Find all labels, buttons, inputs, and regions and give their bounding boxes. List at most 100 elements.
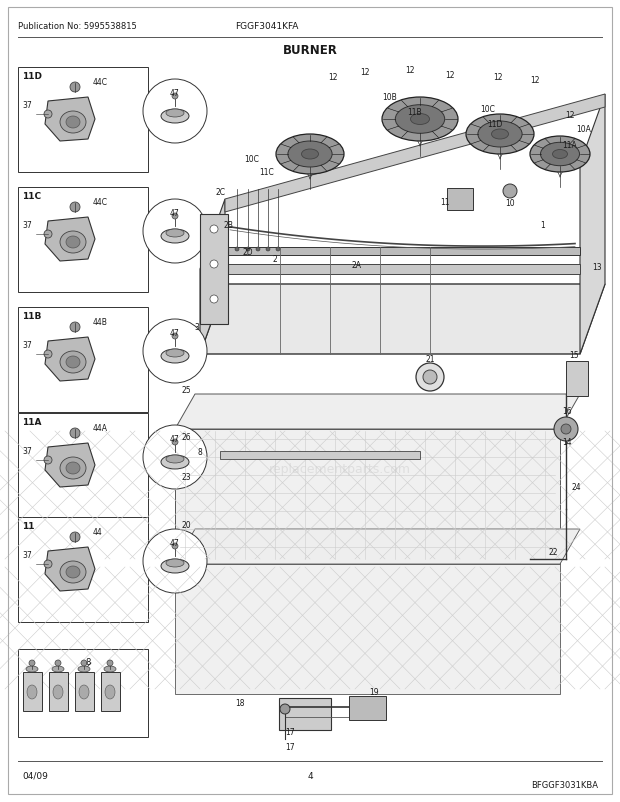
Text: 37: 37 <box>22 101 32 111</box>
Ellipse shape <box>166 559 184 567</box>
Circle shape <box>246 248 250 252</box>
Text: 11A: 11A <box>562 141 577 150</box>
Polygon shape <box>225 95 605 213</box>
Circle shape <box>70 533 80 542</box>
Ellipse shape <box>161 350 189 363</box>
Text: 24: 24 <box>572 482 582 492</box>
Circle shape <box>276 248 280 252</box>
Text: 20: 20 <box>181 520 191 529</box>
Text: 17: 17 <box>285 742 295 751</box>
Circle shape <box>70 322 80 333</box>
Ellipse shape <box>66 357 80 369</box>
Circle shape <box>55 660 61 666</box>
Text: 12: 12 <box>328 73 338 82</box>
Ellipse shape <box>166 456 184 464</box>
Text: 04/09: 04/09 <box>22 771 48 780</box>
Ellipse shape <box>410 115 430 125</box>
Ellipse shape <box>466 115 534 155</box>
Text: 12: 12 <box>565 111 575 119</box>
FancyBboxPatch shape <box>175 565 560 695</box>
Circle shape <box>44 231 52 239</box>
Circle shape <box>143 320 207 383</box>
Text: 10C: 10C <box>480 105 495 114</box>
Text: 37: 37 <box>22 341 32 350</box>
Text: 11A: 11A <box>22 418 42 427</box>
FancyBboxPatch shape <box>566 362 588 396</box>
Text: 11C: 11C <box>22 192 41 200</box>
Text: 17: 17 <box>285 727 295 736</box>
Text: 18: 18 <box>235 698 245 707</box>
Text: 11D: 11D <box>487 119 503 129</box>
Text: 4: 4 <box>307 771 313 780</box>
Polygon shape <box>45 338 95 382</box>
Text: 44B: 44B <box>93 318 108 326</box>
Text: 44: 44 <box>93 528 103 537</box>
FancyBboxPatch shape <box>18 414 148 518</box>
Ellipse shape <box>382 98 458 142</box>
Ellipse shape <box>66 463 80 475</box>
Ellipse shape <box>60 351 86 374</box>
Polygon shape <box>45 98 95 142</box>
Ellipse shape <box>276 135 344 175</box>
Ellipse shape <box>396 106 445 134</box>
Ellipse shape <box>60 232 86 253</box>
Text: 23: 23 <box>181 472 191 481</box>
Ellipse shape <box>53 685 63 699</box>
Circle shape <box>172 439 178 445</box>
Ellipse shape <box>552 150 567 160</box>
Text: BURNER: BURNER <box>283 44 337 57</box>
Ellipse shape <box>27 685 37 699</box>
Text: 11: 11 <box>22 521 35 530</box>
Ellipse shape <box>492 130 508 140</box>
Text: 11D: 11D <box>22 72 42 81</box>
Text: 47: 47 <box>170 435 180 444</box>
Ellipse shape <box>60 561 86 583</box>
Circle shape <box>235 248 239 252</box>
Circle shape <box>44 561 52 569</box>
Circle shape <box>143 80 207 144</box>
FancyBboxPatch shape <box>279 698 331 730</box>
Text: 11B: 11B <box>408 107 422 117</box>
Polygon shape <box>200 200 225 354</box>
Text: 2D: 2D <box>242 248 254 257</box>
FancyBboxPatch shape <box>74 671 94 711</box>
FancyBboxPatch shape <box>200 215 228 325</box>
Text: 10: 10 <box>505 199 515 208</box>
Polygon shape <box>175 395 580 429</box>
Text: 12: 12 <box>494 73 503 82</box>
Ellipse shape <box>301 150 319 160</box>
Ellipse shape <box>78 666 90 672</box>
Text: 16: 16 <box>562 407 572 415</box>
Text: 2B: 2B <box>223 221 233 229</box>
Text: 14: 14 <box>562 437 572 447</box>
Ellipse shape <box>52 666 64 672</box>
Text: 37: 37 <box>22 221 32 230</box>
FancyBboxPatch shape <box>220 452 420 460</box>
Text: 13: 13 <box>592 263 602 272</box>
Text: 3: 3 <box>195 322 200 331</box>
Text: 8: 8 <box>198 448 202 456</box>
Text: 47: 47 <box>170 539 180 548</box>
FancyBboxPatch shape <box>18 308 148 412</box>
Text: 44C: 44C <box>93 198 108 207</box>
FancyBboxPatch shape <box>349 696 386 720</box>
Ellipse shape <box>530 137 590 172</box>
Circle shape <box>81 660 87 666</box>
Circle shape <box>143 200 207 264</box>
Polygon shape <box>45 444 95 488</box>
Circle shape <box>416 363 444 391</box>
Circle shape <box>70 83 80 93</box>
Text: 47: 47 <box>170 209 180 218</box>
Circle shape <box>143 426 207 489</box>
Text: 10C: 10C <box>244 155 259 164</box>
Circle shape <box>210 225 218 233</box>
Text: 26: 26 <box>181 432 191 441</box>
FancyBboxPatch shape <box>447 188 473 211</box>
Ellipse shape <box>288 142 332 168</box>
Circle shape <box>554 418 578 441</box>
FancyBboxPatch shape <box>100 671 120 711</box>
Ellipse shape <box>166 110 184 118</box>
Text: 47: 47 <box>170 329 180 338</box>
Text: 10B: 10B <box>383 93 397 102</box>
Circle shape <box>210 261 218 269</box>
